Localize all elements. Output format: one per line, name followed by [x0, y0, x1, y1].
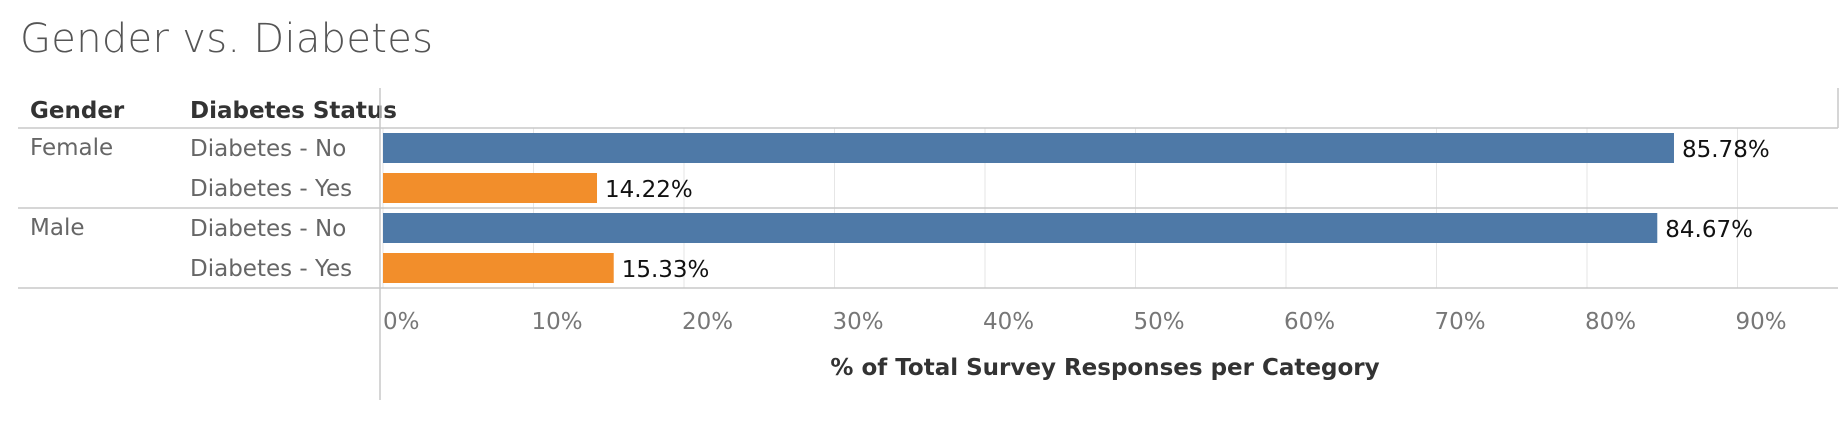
bar-yes: [383, 253, 614, 283]
x-tick-label: 40%: [983, 309, 1034, 335]
x-tick-label: 70%: [1435, 309, 1486, 335]
status-column-header: Diabetes Status: [190, 98, 397, 124]
bar-value-label: 85.78%: [1682, 137, 1770, 163]
x-tick-label: 30%: [833, 309, 884, 335]
status-label: Diabetes - Yes: [190, 256, 353, 282]
chart-title: Gender vs. Diabetes: [20, 16, 434, 62]
status-label: Diabetes - No: [190, 216, 347, 242]
bar-no: [383, 133, 1674, 163]
x-tick-label: 90%: [1736, 309, 1787, 335]
x-tick-label: 60%: [1284, 309, 1335, 335]
status-label: Diabetes - Yes: [190, 176, 353, 202]
x-axis-label: % of Total Survey Responses per Category: [830, 355, 1380, 381]
bar-yes: [383, 173, 598, 203]
x-tick-label: 80%: [1585, 309, 1636, 335]
bar-no: [383, 213, 1658, 243]
x-tick-label: 50%: [1134, 309, 1185, 335]
bar-value-label: 15.33%: [622, 257, 710, 283]
x-tick-label: 10%: [532, 309, 583, 335]
gender-label-female: Female: [30, 135, 114, 161]
status-label: Diabetes - No: [190, 136, 347, 162]
bar-value-label: 14.22%: [605, 177, 693, 203]
gender-column-header: Gender: [30, 98, 125, 124]
x-tick-label: 20%: [682, 309, 733, 335]
gender-label-male: Male: [30, 215, 85, 241]
bar-value-label: 84.67%: [1665, 217, 1753, 243]
x-tick-label: 0%: [383, 309, 420, 335]
